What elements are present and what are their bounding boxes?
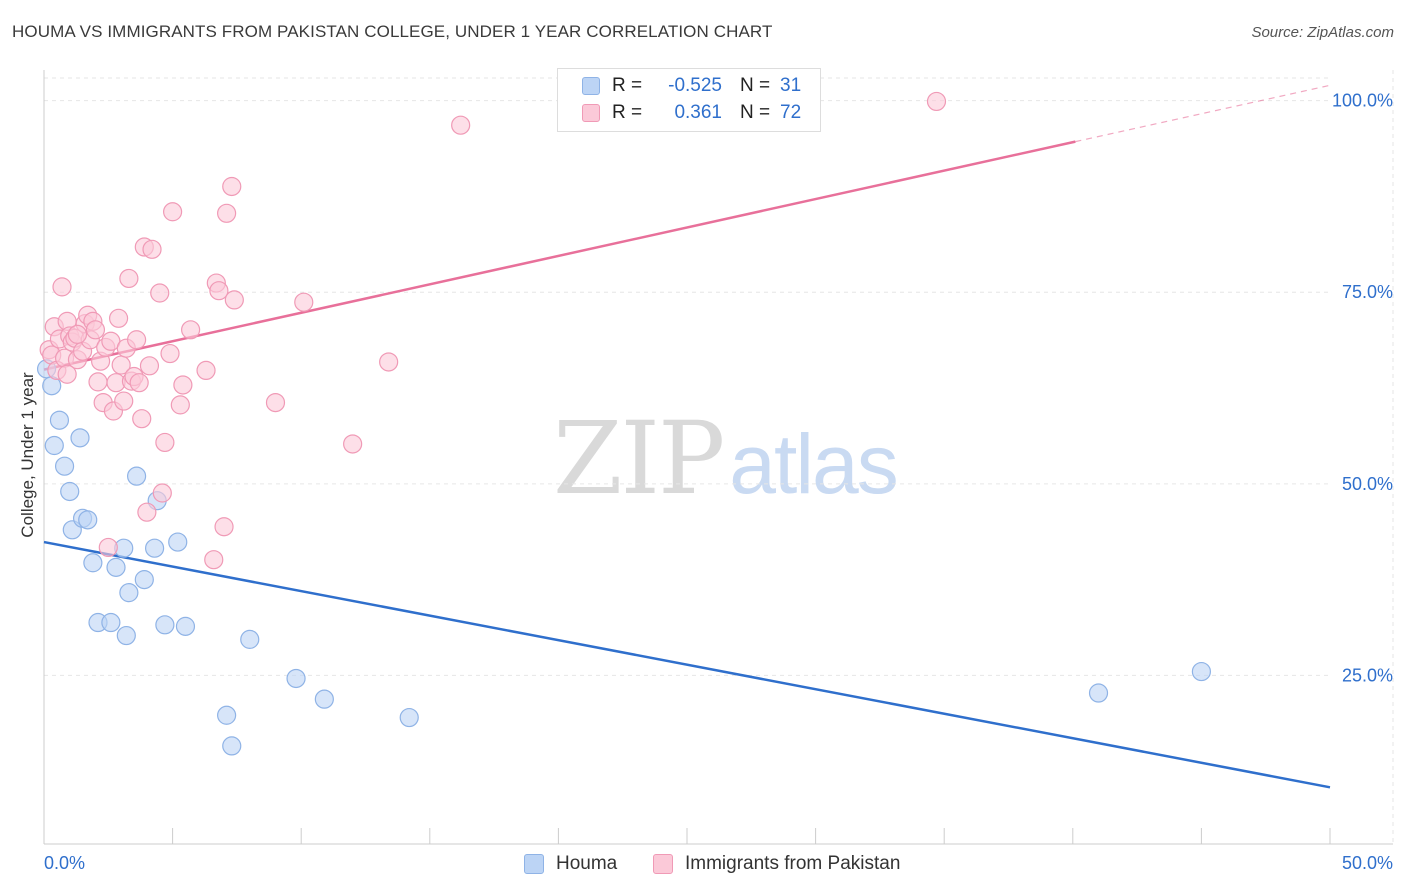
pakistan-point [170, 395, 190, 415]
houma-point [286, 668, 306, 689]
y-tick-label: 75.0% [1342, 282, 1393, 302]
houma-point [175, 616, 196, 636]
houma-point [54, 456, 75, 476]
houma-point [44, 435, 64, 456]
pakistan-point [137, 502, 157, 522]
pakistan-point [155, 432, 175, 453]
houma-trend-line [43, 540, 1331, 789]
houma-point [60, 481, 80, 502]
houma-point [70, 428, 90, 448]
houma-point [101, 612, 121, 633]
pakistan-legend-swatch [653, 854, 673, 874]
houma-point [134, 570, 154, 590]
houma-point [144, 538, 165, 558]
pakistan-point [88, 372, 108, 392]
pakistan-trend-line-extension [1075, 84, 1331, 143]
pakistan-point [150, 283, 170, 303]
pakistan-point [139, 356, 160, 376]
houma-point [119, 583, 139, 603]
r-value: -0.525 [668, 75, 722, 96]
source-label[interactable]: Source: ZipAtlas.com [1251, 24, 1394, 41]
legend-item-houma[interactable]: Houma [524, 852, 617, 876]
trend-lines [43, 84, 1331, 789]
pakistan-point [163, 202, 183, 222]
pakistan-point [67, 324, 88, 344]
x-tick-label: 50.0% [1342, 853, 1393, 873]
pakistan-point [129, 373, 149, 393]
pakistan-point [126, 330, 147, 350]
x-tick-label: 0.0% [44, 853, 85, 873]
stats-row-houma: R = -0.525 N = 31 [582, 73, 801, 99]
grid-lines [44, 70, 1394, 844]
pakistan-point [98, 537, 118, 558]
pakistan-point [214, 517, 234, 537]
pakistan-point [294, 292, 314, 312]
pakistan-point [132, 409, 152, 429]
pakistan-point [265, 392, 286, 413]
n-value: 31 [780, 75, 802, 96]
pakistan-point [204, 550, 224, 570]
houma-point [78, 510, 98, 530]
pakistan-point [224, 290, 244, 310]
pakistan-point [379, 352, 399, 372]
houma-point [222, 736, 242, 756]
n-value: 72 [780, 102, 802, 123]
pakistan-swatch [582, 104, 600, 122]
pakistan-point [57, 364, 77, 384]
pakistan-point [209, 281, 229, 301]
houma-point [49, 410, 70, 430]
houma-point [168, 532, 188, 552]
houma-swatch [582, 77, 600, 95]
houma-point [126, 466, 147, 486]
houma-point [399, 707, 419, 728]
pakistan-trend-line [43, 140, 1076, 371]
houma-point [106, 557, 126, 577]
pakistan-point [85, 320, 106, 340]
houma-point [1088, 683, 1109, 703]
tick-labels: 25.0% 50.0% 75.0% 100.0% 0.0% 50.0% [44, 91, 1393, 873]
pakistan-legend-label: Immigrants from Pakistan [685, 853, 901, 874]
houma-point [83, 553, 103, 573]
houma-point [1191, 661, 1212, 682]
n-label: N = [740, 75, 771, 96]
y-tick-label: 100.0% [1332, 91, 1393, 111]
axes [43, 70, 1393, 845]
pakistan-point [217, 203, 237, 223]
pakistan-point [181, 320, 201, 340]
stats-legend-box: R = -0.525 N = 31 R = 0.361 N = 72 [557, 68, 821, 132]
houma-point [240, 629, 260, 649]
pakistan-point [142, 239, 162, 259]
pakistan-point [222, 176, 242, 197]
stats-row-pakistan: R = 0.361 N = 72 [582, 100, 801, 126]
pakistan-point [343, 434, 363, 454]
houma-point [314, 689, 334, 709]
legend-item-pakistan[interactable]: Immigrants from Pakistan [653, 852, 900, 876]
houma-legend-label: Houma [556, 853, 618, 874]
data-points [36, 91, 1212, 756]
r-label: R = [612, 75, 643, 96]
r-label: R = [612, 102, 643, 123]
pakistan-point [926, 91, 947, 112]
houma-point [155, 615, 175, 635]
pakistan-point [451, 115, 471, 135]
pakistan-point [160, 343, 180, 364]
houma-legend-swatch [524, 854, 544, 874]
pakistan-point [114, 391, 134, 411]
y-tick-label: 25.0% [1342, 665, 1393, 685]
r-value: 0.361 [674, 102, 722, 123]
pakistan-point [196, 360, 216, 381]
pakistan-point [52, 277, 72, 297]
n-label: N = [740, 102, 771, 123]
pakistan-point [173, 375, 193, 395]
y-tick-label: 50.0% [1342, 474, 1393, 494]
chart-title: HOUMA VS IMMIGRANTS FROM PAKISTAN COLLEG… [12, 22, 773, 41]
houma-point [217, 705, 237, 725]
houma-point [116, 625, 136, 646]
pakistan-point [119, 268, 139, 289]
pakistan-point [152, 483, 172, 503]
pakistan-point [108, 308, 129, 328]
